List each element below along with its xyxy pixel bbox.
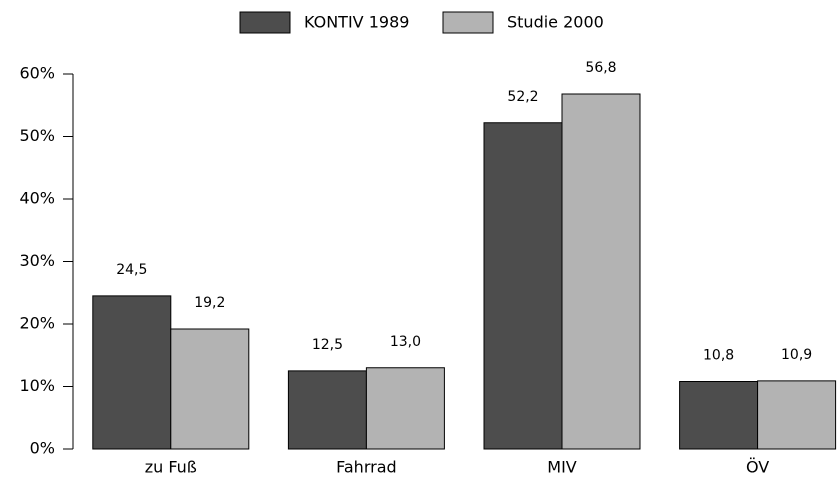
y-tick-label: 0% — [30, 439, 55, 458]
bar — [365, 367, 445, 450]
data-label: 19,2 — [194, 295, 225, 311]
data-label: 52,2 — [507, 89, 538, 105]
y-tick-label: 30% — [19, 251, 55, 270]
bar — [287, 370, 367, 450]
x-tick-label: Fahrrad — [336, 458, 397, 477]
legend-label: Studie 2000 — [507, 13, 604, 32]
data-label: 24,5 — [116, 262, 147, 278]
y-tick-label: 10% — [19, 376, 55, 395]
x-tick-label: MIV — [547, 458, 577, 477]
y-tick-label: 60% — [19, 64, 55, 83]
x-tick-label: zu Fuß — [145, 458, 197, 477]
bar — [757, 380, 837, 450]
y-tick-label: 40% — [19, 189, 55, 208]
bar — [170, 328, 250, 450]
bar — [679, 381, 759, 450]
legend-swatch — [442, 11, 494, 34]
legend-label: KONTIV 1989 — [304, 13, 409, 32]
y-tick-label: 50% — [19, 126, 55, 145]
data-label: 13,0 — [390, 334, 421, 350]
bar — [92, 295, 172, 450]
y-tick-label: 20% — [19, 314, 55, 333]
data-label: 56,8 — [585, 60, 616, 76]
bar — [561, 93, 641, 450]
data-label: 10,9 — [781, 347, 812, 363]
x-tick-label: ÖV — [746, 458, 769, 477]
data-label: 12,5 — [312, 337, 343, 353]
bar — [483, 122, 563, 450]
legend-swatch — [239, 11, 291, 34]
data-label: 10,8 — [703, 348, 734, 364]
